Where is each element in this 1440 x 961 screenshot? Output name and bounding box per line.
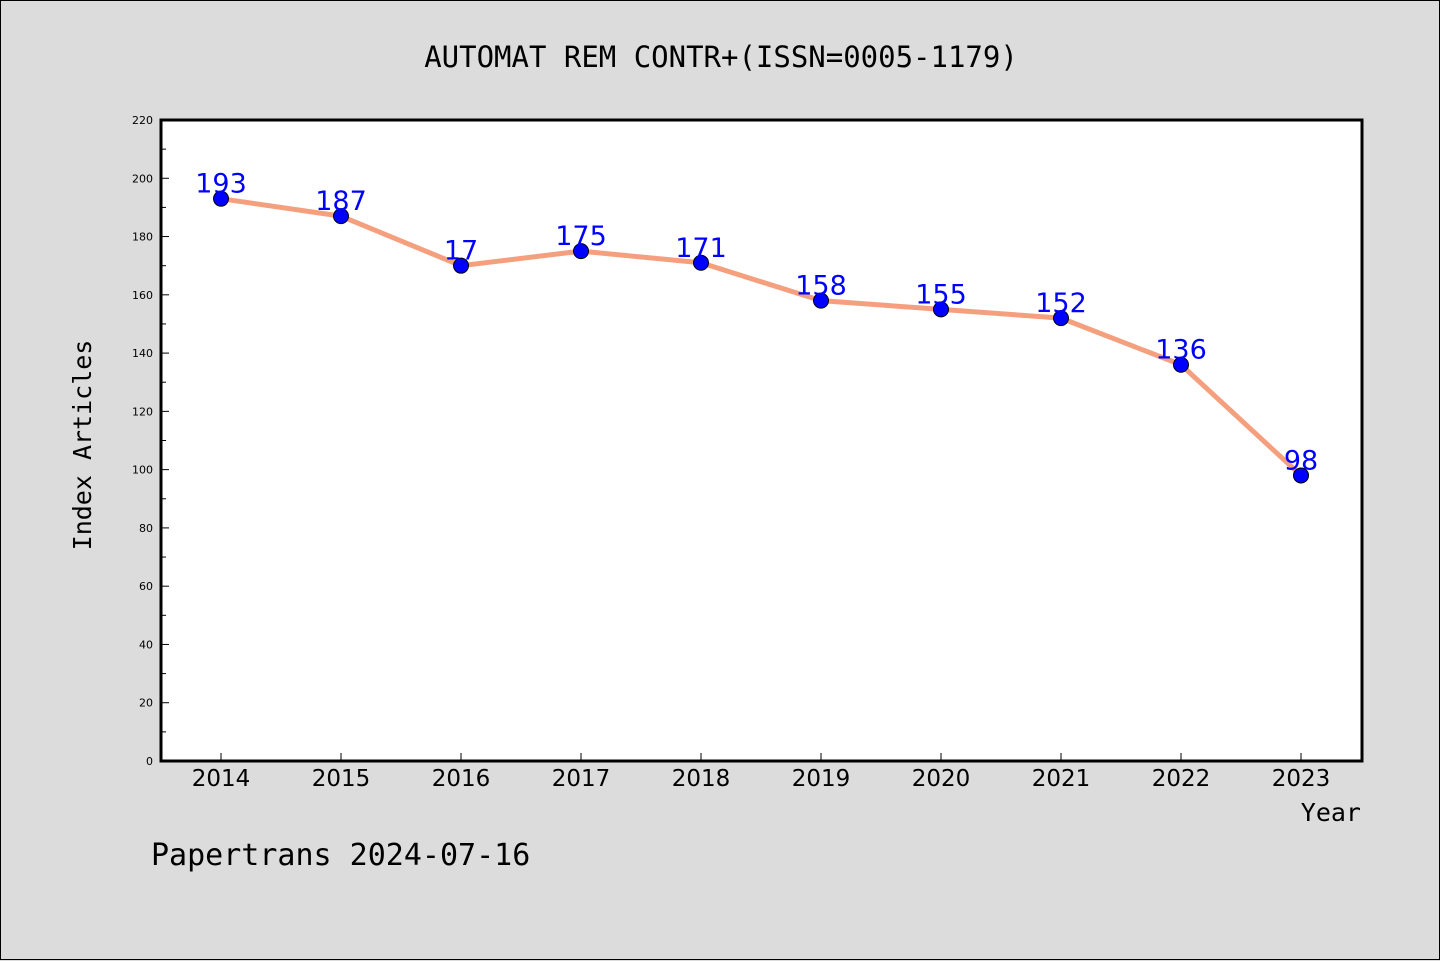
data-point-marker [1173, 356, 1189, 373]
data-point-marker [933, 301, 949, 318]
x-axis: 2014 2015 2016 2017 2018 2019 2020 2021 2022 2023 [192, 753, 1331, 792]
data-label: 175 [555, 221, 607, 252]
y-tick-label: 120 [132, 405, 153, 418]
data-label: 158 [795, 271, 847, 302]
data-point-marker [693, 254, 709, 271]
x-tick-label: 2018 [672, 766, 731, 792]
x-tick-label: 2017 [552, 766, 611, 792]
x-tick-label: 2015 [312, 766, 371, 792]
data-label: 152 [1035, 288, 1087, 319]
x-tick-label: 2022 [1152, 766, 1211, 792]
y-tick-label: 20 [139, 697, 153, 710]
y-axis: 0 20 40 60 80 100 120 140 160 180 200 220 [132, 114, 169, 768]
data-point-marker [1053, 310, 1069, 327]
data-point-marker [1293, 467, 1309, 484]
data-label: 98 [1284, 445, 1318, 476]
y-tick-label: 100 [132, 464, 153, 477]
data-label: 193 [195, 169, 247, 200]
data-point-marker [813, 292, 829, 309]
chart-title: AUTOMAT REM CONTR+(ISSN=0005-1179) [424, 40, 1018, 74]
data-point-marker [573, 243, 589, 260]
data-label: 171 [675, 233, 727, 264]
data-point-marker [453, 257, 469, 274]
series: 193 187 17 175 171 158 155 152 136 98 [195, 169, 1318, 484]
x-tick-label: 2021 [1032, 766, 1091, 792]
data-label: 155 [915, 279, 967, 310]
y-tick-label: 140 [132, 347, 153, 360]
data-point-marker [333, 208, 349, 225]
y-tick-label: 0 [146, 755, 153, 768]
y-tick-label: 60 [139, 580, 153, 593]
y-tick-label: 80 [139, 522, 153, 535]
data-label: 17 [444, 236, 478, 267]
x-tick-label: 2019 [792, 766, 851, 792]
y-tick-label: 220 [132, 114, 153, 127]
y-axis-label: Index Articles [68, 340, 97, 551]
footer-text: Papertrans 2024-07-16 [151, 838, 530, 873]
x-tick-label: 2014 [192, 766, 251, 792]
y-tick-label: 160 [132, 289, 153, 302]
y-tick-label: 200 [132, 172, 153, 185]
x-tick-label: 2023 [1272, 766, 1331, 792]
series-line [218, 196, 1304, 478]
data-label: 136 [1155, 335, 1207, 366]
x-tick-label: 2020 [912, 766, 971, 792]
y-tick-label: 40 [139, 638, 153, 651]
x-tick-label: 2016 [432, 766, 491, 792]
y-tick-label: 180 [132, 231, 153, 244]
x-axis-label: Year [1301, 798, 1361, 827]
data-label: 187 [315, 186, 367, 217]
data-point-marker [213, 190, 229, 207]
